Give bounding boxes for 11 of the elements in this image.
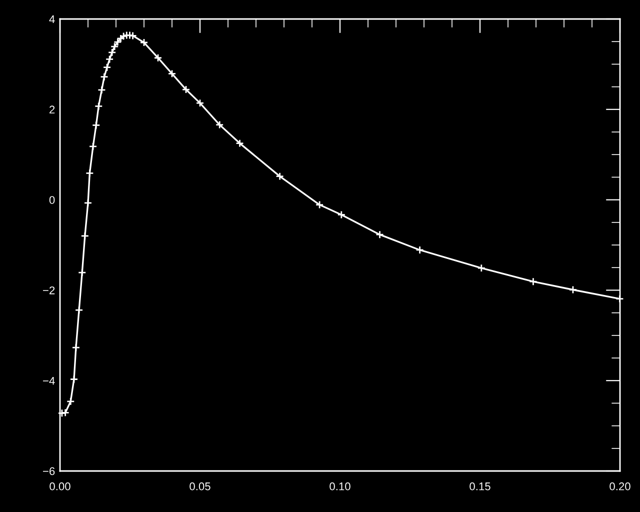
y-tick-label: 4 [49,15,55,24]
y-tick-label: −4 [43,376,55,385]
x-tick-label: 0.15 [470,482,490,490]
y-tick-label: 0 [49,196,55,204]
y-tick-label: 2 [50,106,55,114]
x-tick-label: 0.05 [190,482,210,490]
x-tick-label: 0.10 [330,482,350,490]
y-tick-label: −2 [43,286,55,294]
x-tick-label: 0.20 [610,482,630,490]
y-tick-label: −6 [43,467,55,476]
x-tick-label: 0.00 [50,482,70,490]
